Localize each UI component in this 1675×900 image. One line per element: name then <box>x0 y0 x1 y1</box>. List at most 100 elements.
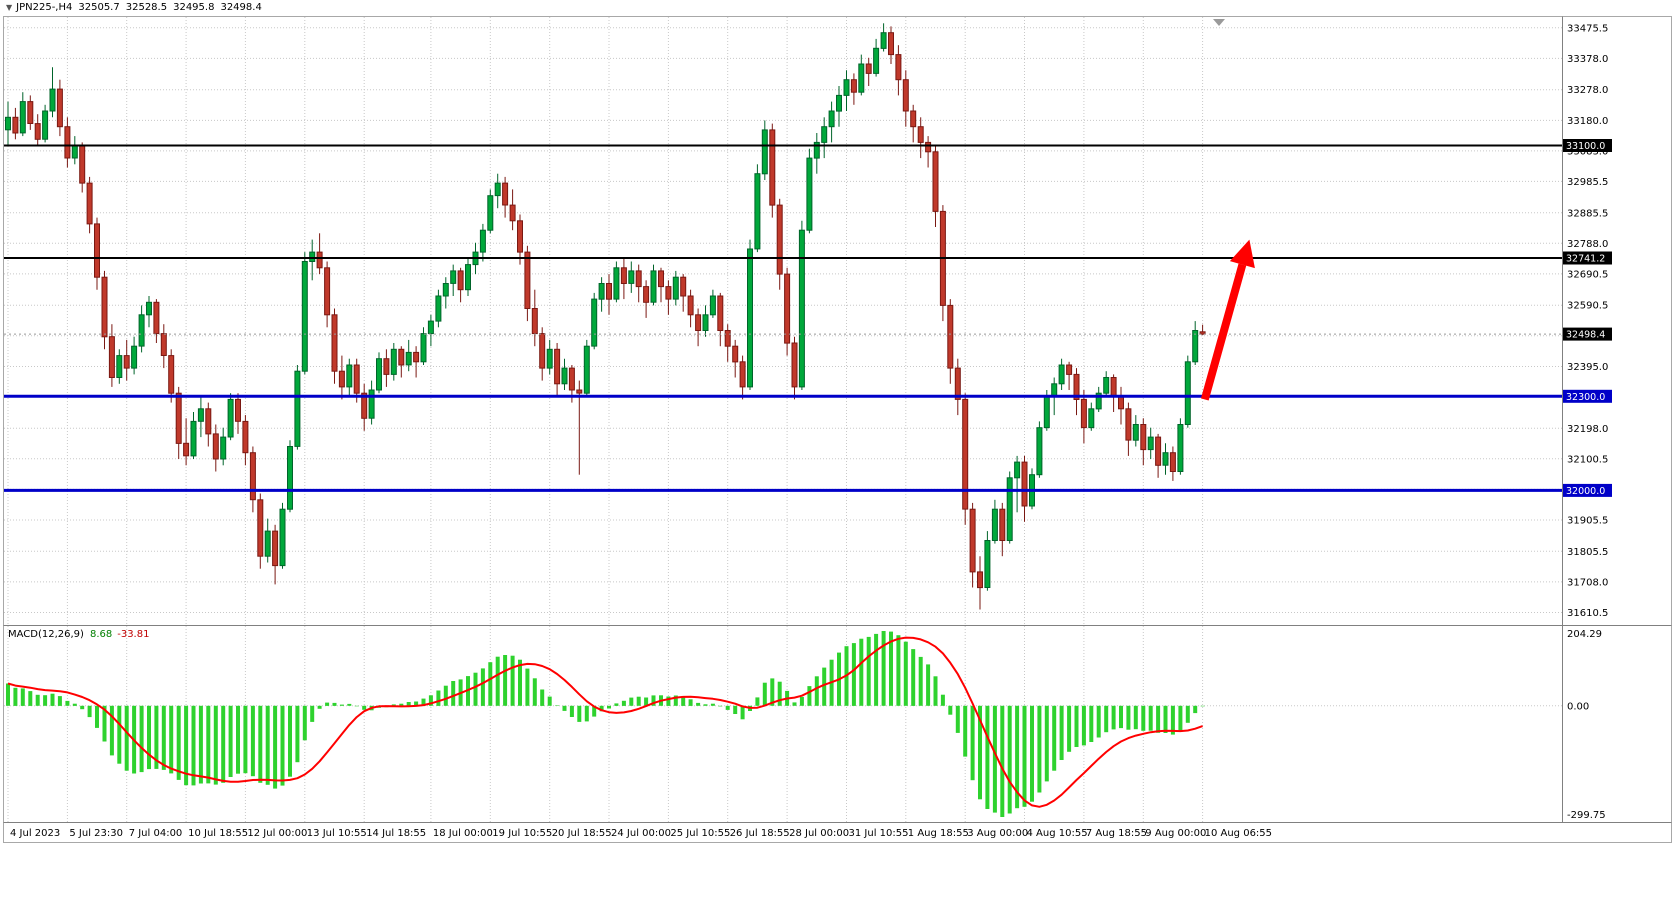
macd-bar <box>547 696 552 706</box>
macd-bar <box>169 705 174 774</box>
price-tag-32741.2: 32741.2 <box>1566 254 1605 265</box>
candle-body <box>19 101 26 134</box>
candle-body <box>368 389 375 419</box>
macd-bar <box>822 667 827 706</box>
price-tags: 33100.0 32741.2 32300.0 32000.0 32498.4 <box>1563 139 1612 497</box>
candle-body <box>249 452 256 501</box>
macd-bar <box>911 649 916 706</box>
candle-body <box>398 348 405 366</box>
candle-body <box>873 47 880 74</box>
candle-body <box>64 126 71 159</box>
macd-bar <box>354 705 359 707</box>
macd-bar <box>940 694 945 706</box>
price-tick-label: 31905.5 <box>1567 516 1608 527</box>
macd-bar <box>1111 705 1116 730</box>
candle-body <box>517 220 523 253</box>
macd-bar <box>762 682 767 706</box>
macd-bar <box>495 656 500 706</box>
price-tick-label: 32788.0 <box>1567 239 1608 250</box>
macd-bar <box>621 700 626 706</box>
macd-bar <box>673 695 678 706</box>
macd-bar <box>510 655 515 706</box>
time-label: 4 Jul 2023 <box>10 828 60 839</box>
candle-body <box>242 420 249 454</box>
candle-body <box>984 540 991 588</box>
candle-body <box>220 436 227 460</box>
candle-body <box>761 129 768 175</box>
price-scale[interactable]: 33475.533378.033278.033180.033083.032985… <box>1567 23 1608 619</box>
macd-bar <box>1015 705 1020 809</box>
candle-body <box>925 141 932 153</box>
macd-bar <box>332 702 337 706</box>
price-tick-label: 32885.5 <box>1567 208 1608 219</box>
candle-body <box>331 314 338 372</box>
quick-trade-dropdown-icon[interactable]: ▼ <box>6 3 13 12</box>
candle-body <box>1043 395 1050 429</box>
macd-bar <box>50 693 55 706</box>
candle-body <box>12 116 19 134</box>
chart-shift-marker[interactable] <box>1213 19 1225 26</box>
candle-body <box>724 330 731 347</box>
candle-body <box>754 173 761 250</box>
candle-body <box>598 283 605 300</box>
macd-bar <box>139 705 144 773</box>
macd-bar <box>80 705 85 710</box>
macd-bar <box>1170 705 1175 735</box>
candle-body <box>1095 392 1102 410</box>
window-border <box>3 16 1672 843</box>
macd-bar <box>428 695 433 706</box>
candle-body <box>301 261 308 372</box>
candle-body <box>316 251 323 269</box>
candle-body <box>821 126 828 143</box>
macd-scale[interactable]: 204.29 0.00 -299.75 <box>1567 629 1606 821</box>
candle-body <box>843 79 850 96</box>
macd-bar <box>1022 705 1027 807</box>
macd-bar <box>421 698 426 706</box>
candle-body <box>1162 452 1169 466</box>
candle-body <box>672 276 679 300</box>
candle-body <box>635 270 642 288</box>
candle-body <box>969 508 976 573</box>
macd-bar <box>317 705 322 709</box>
macd-bar <box>992 705 997 813</box>
price-tick-label: 32690.5 <box>1567 269 1608 280</box>
candle-body <box>272 530 279 567</box>
macd-bar <box>124 705 129 771</box>
candle-body <box>56 88 63 128</box>
trend-arrow[interactable] <box>1200 239 1255 401</box>
candle-body <box>999 508 1006 542</box>
candle-body <box>487 195 494 231</box>
high-value: 32528.5 <box>125 2 168 13</box>
macd-bar <box>250 705 255 777</box>
macd-bar <box>629 697 634 706</box>
candle-body <box>717 295 724 331</box>
price-tag-box-32000.0 <box>1563 483 1612 497</box>
candle-body <box>264 530 271 557</box>
macd-bar <box>770 678 775 706</box>
arrow-shaft <box>1200 263 1247 401</box>
candle-body <box>502 182 509 206</box>
macd-bar <box>696 702 701 706</box>
candle-body <box>546 348 553 369</box>
macd-bar <box>1185 705 1190 723</box>
time-scale[interactable]: 4 Jul 2023 5 Jul 23:30 7 Jul 04:00 10 Jul 1… <box>10 828 1272 839</box>
price-tick-label: 31610.5 <box>1567 608 1608 619</box>
candle-body <box>658 270 664 288</box>
price-tick-label: 32985.5 <box>1567 177 1608 188</box>
candle-body <box>160 333 167 357</box>
candle-body <box>279 508 286 567</box>
candle-body <box>1169 452 1176 473</box>
macd-signal-value: -33.81 <box>117 629 150 640</box>
candle-body <box>427 320 434 335</box>
candle-body <box>101 276 108 338</box>
candle-body <box>257 499 264 557</box>
price-tag-32300.0: 32300.0 <box>1566 392 1605 403</box>
macd-bar <box>532 678 537 706</box>
candle-body <box>561 367 568 385</box>
macd-bar <box>636 696 641 706</box>
macd-bar <box>236 705 240 774</box>
candle-body <box>49 88 56 112</box>
price-tick-label: 32100.5 <box>1567 454 1608 465</box>
candles-layer[interactable] <box>5 23 1206 610</box>
